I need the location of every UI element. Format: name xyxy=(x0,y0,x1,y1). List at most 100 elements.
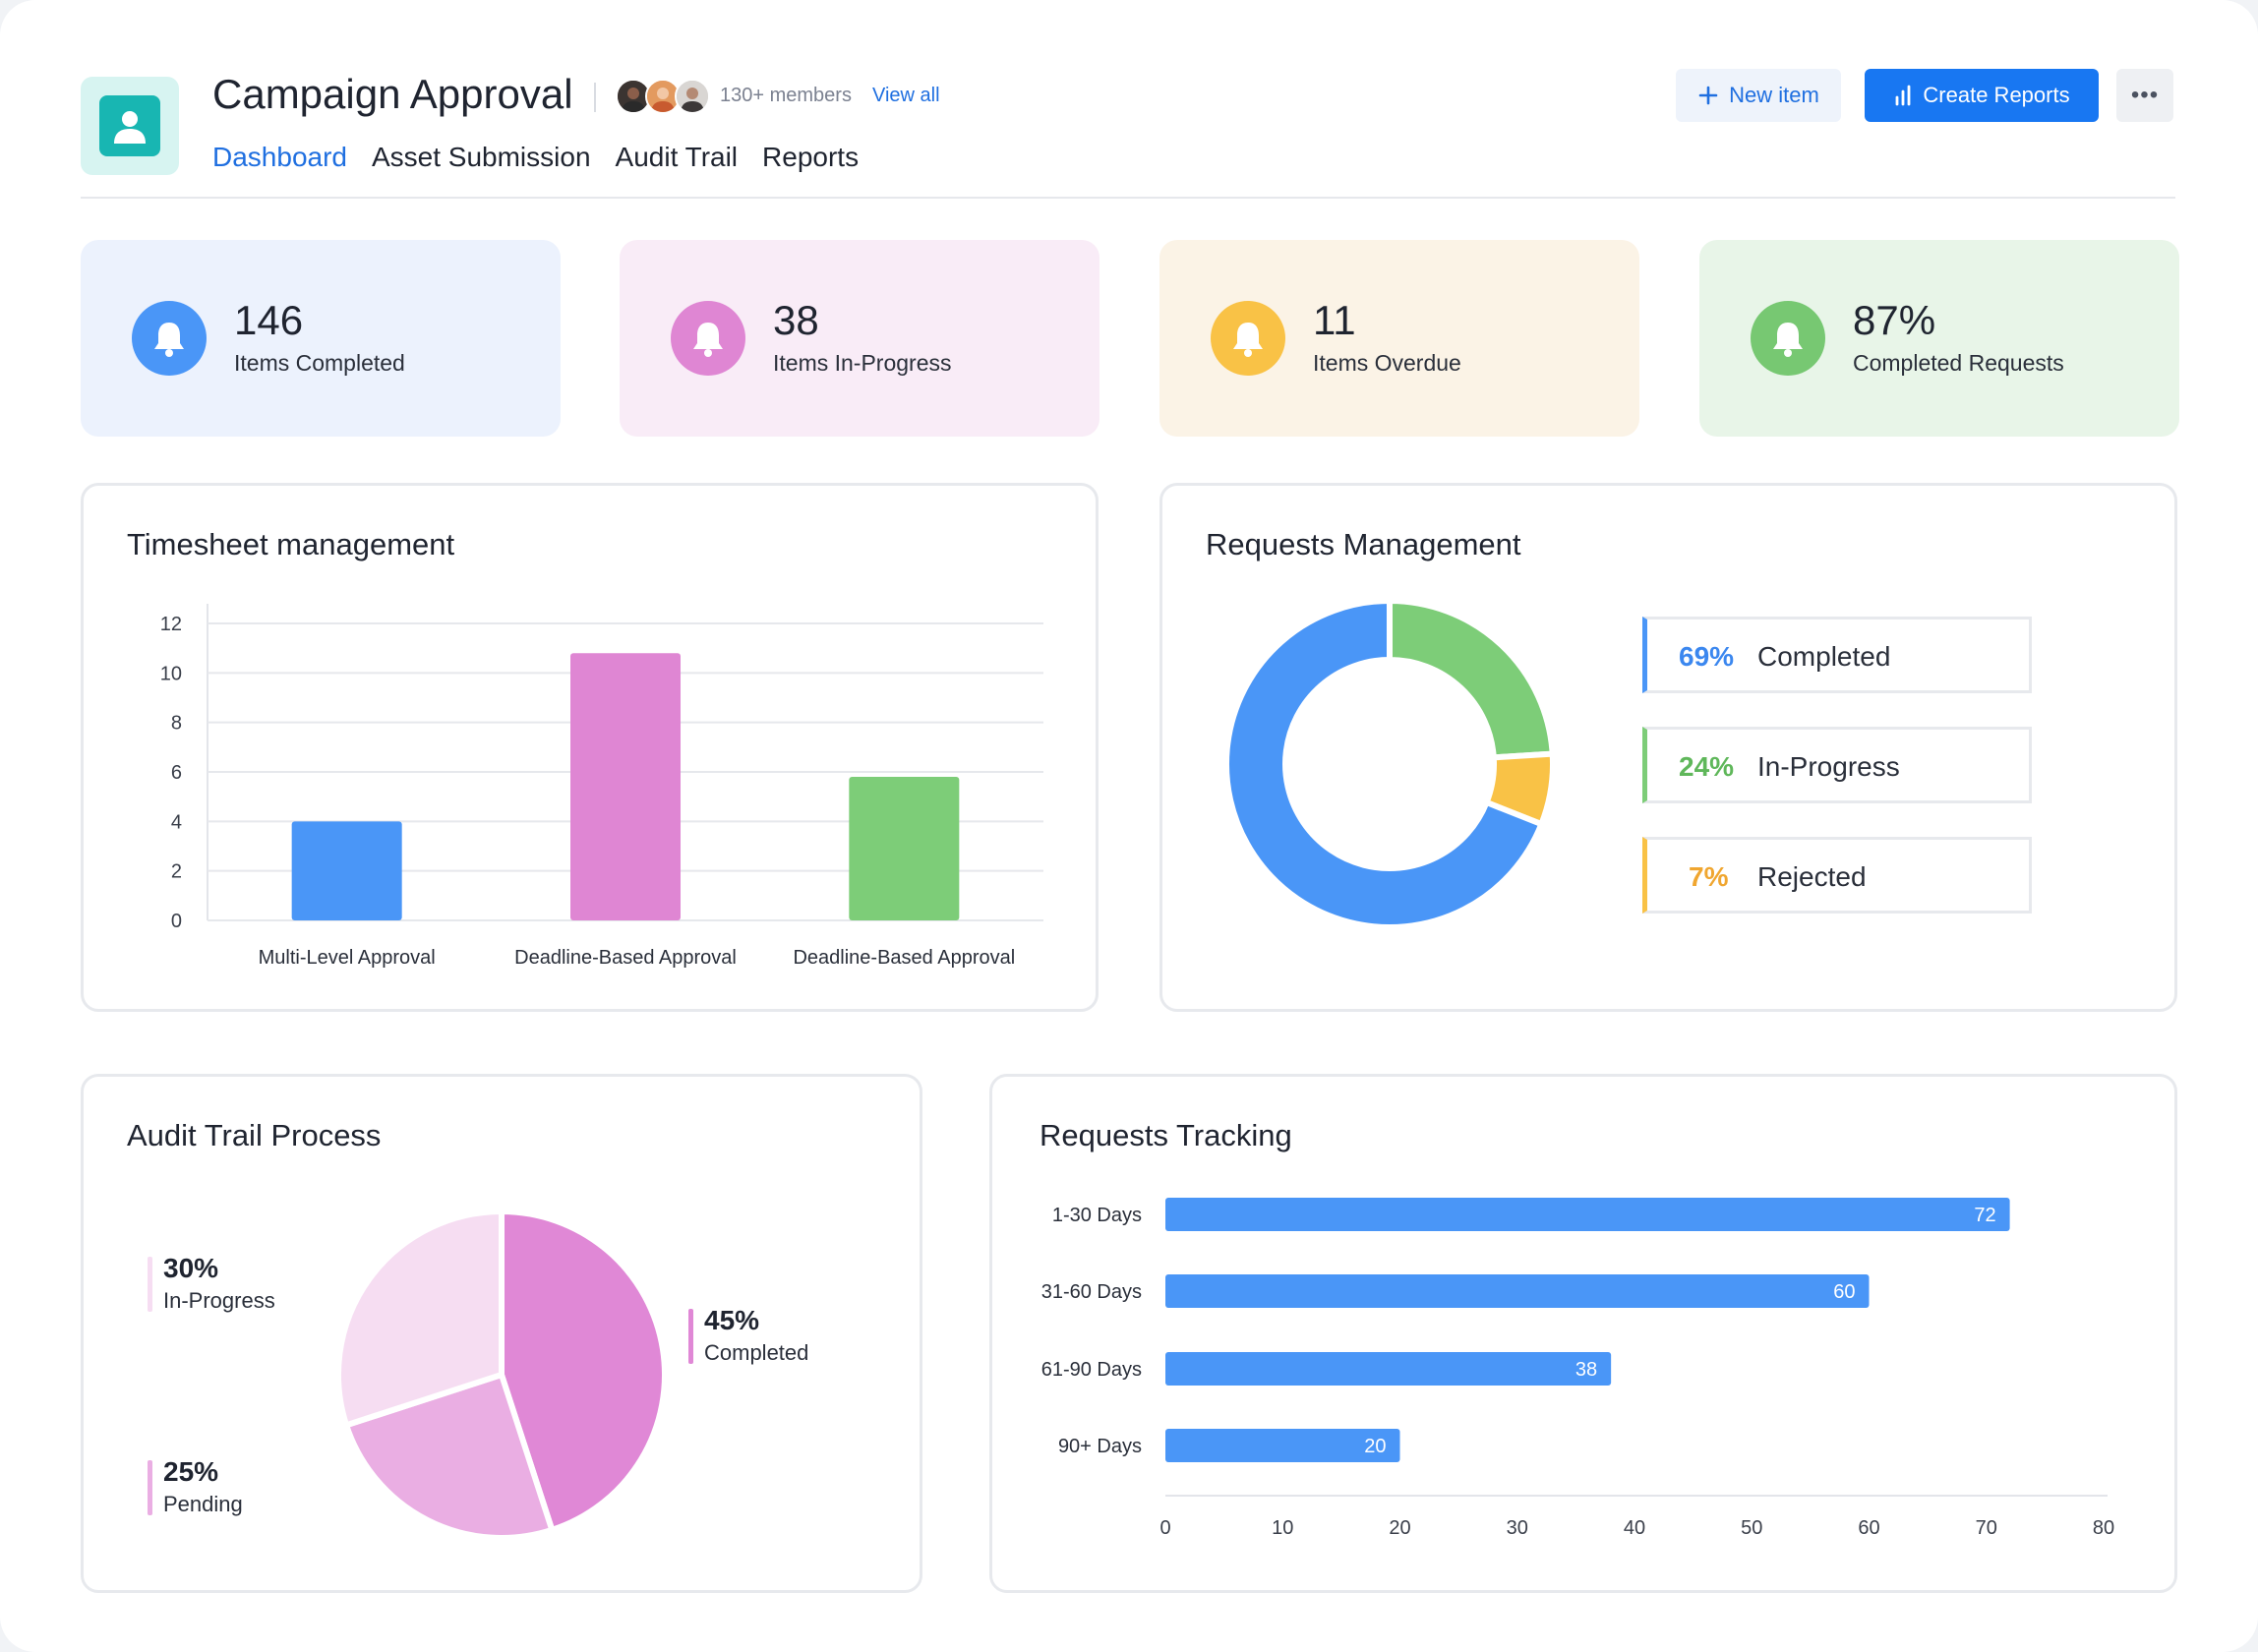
panel-title: Requests Management xyxy=(1206,527,1521,561)
y-tick-label: 61-90 Days xyxy=(1041,1359,1142,1381)
legend-pct: 69% xyxy=(1679,641,1735,672)
panel-title: Timesheet management xyxy=(127,527,455,561)
requests-donut-chart xyxy=(1223,597,1556,930)
legend-label: In-Progress xyxy=(1757,751,1900,782)
legend-label: Rejected xyxy=(1757,861,1867,892)
kpi-label: Items In-Progress xyxy=(773,350,952,376)
tab-reports[interactable]: Reports xyxy=(762,142,860,172)
pie-label-text: In-Progress xyxy=(163,1288,275,1313)
main-tabs: Dashboard Asset Submission Audit Trail R… xyxy=(212,142,859,173)
pie-label-text: Pending xyxy=(163,1492,243,1516)
y-tick-label: 90+ Days xyxy=(1058,1436,1142,1457)
y-tick-label: 2 xyxy=(171,861,182,883)
kpi-card-items-in-progress: 38 Items In-Progress xyxy=(620,240,1099,437)
panel-title: Audit Trail Process xyxy=(127,1118,382,1152)
kpi-value: 11 xyxy=(1313,297,1356,343)
y-tick-label: 0 xyxy=(171,911,182,932)
x-tick-label: 80 xyxy=(2093,1517,2114,1539)
legend-rejected: 7% Rejected xyxy=(1642,837,2032,914)
new-item-button[interactable]: New item xyxy=(1676,69,1841,122)
bell-icon xyxy=(132,301,207,376)
kpi-label: Completed Requests xyxy=(1853,350,2064,376)
member-avatars[interactable] xyxy=(616,79,710,114)
bar xyxy=(1165,1352,1612,1386)
kpi-value: 146 xyxy=(234,297,304,343)
app-logo xyxy=(81,77,179,175)
bar xyxy=(1165,1274,1870,1308)
donut-slice xyxy=(1387,597,1556,761)
pie-label-text: Completed xyxy=(704,1340,809,1365)
bar xyxy=(1165,1198,2010,1231)
x-tick-label: 50 xyxy=(1741,1517,1762,1539)
avatar[interactable] xyxy=(675,79,710,114)
y-tick-label: 1-30 Days xyxy=(1052,1205,1142,1226)
members-count: 130+ members xyxy=(720,85,852,106)
create-reports-button[interactable]: Create Reports xyxy=(1865,69,2099,122)
kpi-label: Items Overdue xyxy=(1313,350,1461,376)
y-tick-label: 31-60 Days xyxy=(1041,1281,1142,1303)
pie-label-completed: 45% Completed xyxy=(688,1305,808,1366)
x-tick-label: Deadline-Based Approval xyxy=(793,947,1015,969)
pie-label-pending: 25% Pending xyxy=(148,1456,243,1517)
bell-icon xyxy=(1211,301,1285,376)
kpi-card-completed-requests: 87% Completed Requests xyxy=(1699,240,2179,437)
more-options-button[interactable]: ••• xyxy=(2116,69,2173,122)
tab-asset-submission[interactable]: Asset Submission xyxy=(371,142,591,172)
x-tick-label: Deadline-Based Approval xyxy=(514,947,737,969)
x-tick-label: 10 xyxy=(1272,1517,1293,1539)
y-tick-label: 12 xyxy=(160,614,182,635)
bell-icon xyxy=(671,301,745,376)
pie-label-marker xyxy=(148,1460,152,1515)
x-tick-label: Multi-Level Approval xyxy=(259,947,436,969)
pie-label-in-progress: 30% In-Progress xyxy=(148,1253,275,1314)
x-tick-label: 0 xyxy=(1159,1517,1170,1539)
new-item-label: New item xyxy=(1729,83,1819,107)
legend-in-progress: 24% In-Progress xyxy=(1642,727,2032,803)
requests-tracking-bar-chart: 1-30 Days 72 31-60 Days 60 61-90 Days 38 90+ D… xyxy=(1041,1198,2114,1539)
bar xyxy=(1165,1429,1400,1462)
bar-value-label: 72 xyxy=(1974,1205,1995,1226)
bar xyxy=(570,653,681,920)
y-tick-label: 8 xyxy=(171,713,182,735)
y-tick-label: 6 xyxy=(171,762,182,784)
page-title: Campaign Approval xyxy=(212,71,573,117)
legend-label: Completed xyxy=(1757,641,1891,672)
x-tick-label: 70 xyxy=(1976,1517,1997,1539)
pie-label-value: 30% xyxy=(163,1253,219,1283)
kpi-card-items-overdue: 11 Items Overdue xyxy=(1159,240,1639,437)
y-tick-label: 4 xyxy=(171,811,182,833)
bar-chart-icon xyxy=(1896,85,1911,106)
more-options-icon: ••• xyxy=(2130,82,2160,108)
header-divider xyxy=(81,197,2175,199)
pie-label-marker xyxy=(688,1309,693,1364)
tab-dashboard[interactable]: Dashboard xyxy=(212,142,347,172)
y-tick-label: 10 xyxy=(160,663,182,684)
bar-value-label: 38 xyxy=(1575,1359,1597,1381)
donut-slice xyxy=(1223,597,1546,930)
x-tick-label: 60 xyxy=(1858,1517,1879,1539)
pie-label-value: 25% xyxy=(163,1456,219,1487)
bar-value-label: 60 xyxy=(1833,1281,1855,1303)
timesheet-panel: Timesheet management 0 2 4 6 8 10 12 Multi-Leve… xyxy=(81,483,1099,1012)
legend-pct: 7% xyxy=(1689,861,1729,892)
title-divider xyxy=(594,83,596,112)
panel-title: Requests Tracking xyxy=(1040,1118,1292,1152)
audit-trail-pie-chart xyxy=(335,1208,668,1541)
tab-audit-trail[interactable]: Audit Trail xyxy=(615,142,739,172)
view-all-link[interactable]: View all xyxy=(872,85,940,106)
kpi-value: 87% xyxy=(1853,297,1936,343)
kpi-value: 38 xyxy=(773,297,819,343)
bell-icon xyxy=(1751,301,1825,376)
pie-slice xyxy=(499,1208,668,1534)
create-reports-label: Create Reports xyxy=(1923,83,2070,107)
legend-completed: 69% Completed xyxy=(1642,617,2032,693)
requests-tracking-panel: Requests Tracking 1-30 Days 72 31-60 Days 6… xyxy=(989,1074,2177,1593)
x-tick-label: 20 xyxy=(1389,1517,1410,1539)
kpi-card-items-completed: 146 Items Completed xyxy=(81,240,561,437)
user-profile-icon xyxy=(99,95,160,156)
plus-icon xyxy=(1698,86,1718,105)
bar-value-label: 20 xyxy=(1364,1436,1386,1457)
x-tick-label: 30 xyxy=(1507,1517,1528,1539)
bar xyxy=(291,821,402,920)
